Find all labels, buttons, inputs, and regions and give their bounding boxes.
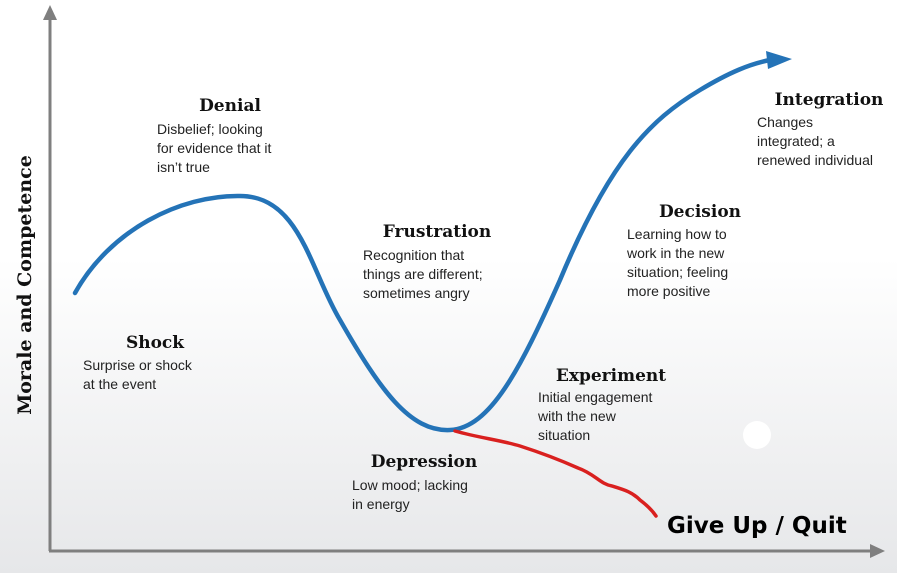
stage-description: Learning how to	[627, 226, 727, 242]
stage-description: things are different;	[363, 266, 483, 282]
stage-title: Decision	[659, 202, 741, 222]
give-up-label: Give Up / Quit	[667, 513, 847, 539]
axes	[43, 5, 885, 558]
stage-description: situation	[538, 427, 590, 443]
stage-description: Recognition that	[363, 247, 464, 263]
stage-description: situation; feeling	[627, 264, 728, 280]
stage-title: Denial	[199, 96, 261, 116]
curve-arrowhead	[766, 51, 792, 69]
stage-title: Integration	[775, 90, 884, 110]
axis-label: Morale and Competence	[14, 155, 36, 415]
stage-title: Experiment	[556, 366, 666, 386]
stage-description: with the new	[537, 408, 617, 424]
give-up-curve	[453, 429, 658, 518]
stage-description: work in the new	[626, 245, 725, 261]
stage-description: more positive	[627, 283, 710, 299]
stage-description: renewed individual	[757, 152, 873, 168]
stage-title: Depression	[371, 452, 478, 472]
change-curve	[72, 57, 773, 433]
stage-description: in energy	[352, 496, 410, 512]
stage-description: Initial engagement	[538, 389, 653, 405]
stage-description: at the event	[83, 376, 156, 392]
stages: Denial Disbelief; looking for evidence tha…	[83, 90, 883, 512]
stage-title: Frustration	[383, 222, 492, 242]
stage-description: for evidence that it	[157, 140, 272, 156]
stage-description: isn’t true	[157, 159, 210, 175]
highlight-dot	[743, 421, 771, 449]
stage-description: integrated; a	[757, 133, 835, 149]
stage-description: Changes	[757, 114, 813, 130]
stage-description: Disbelief; looking	[157, 121, 263, 137]
stage-description: Low mood; lacking	[352, 477, 468, 493]
stage-description: Surprise or shock	[83, 357, 193, 373]
stage-description: sometimes angry	[363, 285, 470, 301]
stage-title: Shock	[126, 333, 185, 353]
